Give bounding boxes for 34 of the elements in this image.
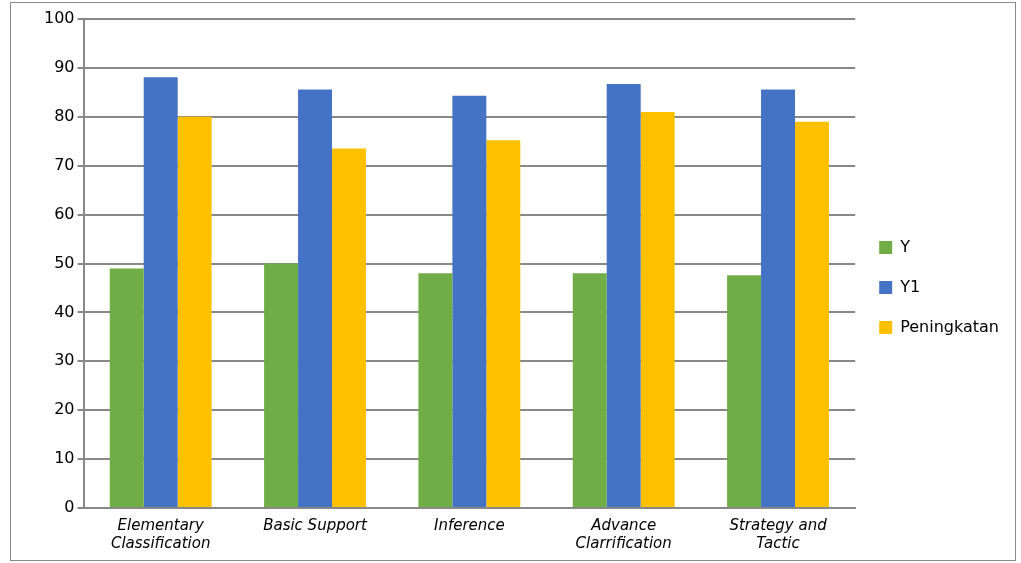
bar (452, 95, 487, 507)
legend-label: Y1 (899, 276, 921, 296)
bar (795, 121, 829, 507)
y-tick-label: 40 (54, 301, 75, 321)
x-tick-label: Strategy and Tactic (729, 515, 828, 552)
bar (606, 84, 641, 507)
y-tick-label: 30 (54, 350, 75, 370)
bar (418, 273, 453, 507)
bar (727, 275, 762, 507)
x-tick-label: Advance Clarrification (575, 515, 672, 552)
y-tick-label: 20 (54, 399, 75, 419)
bar (640, 111, 675, 507)
y-tick-label: 50 (54, 252, 75, 272)
bar (761, 89, 795, 507)
bar (109, 268, 144, 507)
y-tick-label: 10 (54, 448, 75, 468)
legend-label: Peningkatan (900, 316, 999, 336)
bar (264, 263, 299, 507)
bar (332, 148, 366, 507)
x-tick-label: Elementary Classification (110, 515, 211, 552)
bar (298, 89, 333, 507)
y-tick-label: 60 (54, 203, 75, 223)
legend-label: Y (899, 236, 911, 256)
x-tick-label: Basic Support (263, 515, 369, 534)
y-tick-label: 100 (43, 8, 75, 28)
bar (486, 140, 521, 507)
bar (572, 273, 607, 507)
y-tick-label: 80 (54, 105, 75, 125)
y-tick-label: 0 (64, 497, 75, 517)
bar (177, 116, 212, 507)
y-tick-label: 90 (54, 57, 75, 77)
y-tick-label: 70 (54, 154, 75, 174)
x-tick-label: Inference (433, 515, 505, 534)
bar (143, 77, 178, 507)
